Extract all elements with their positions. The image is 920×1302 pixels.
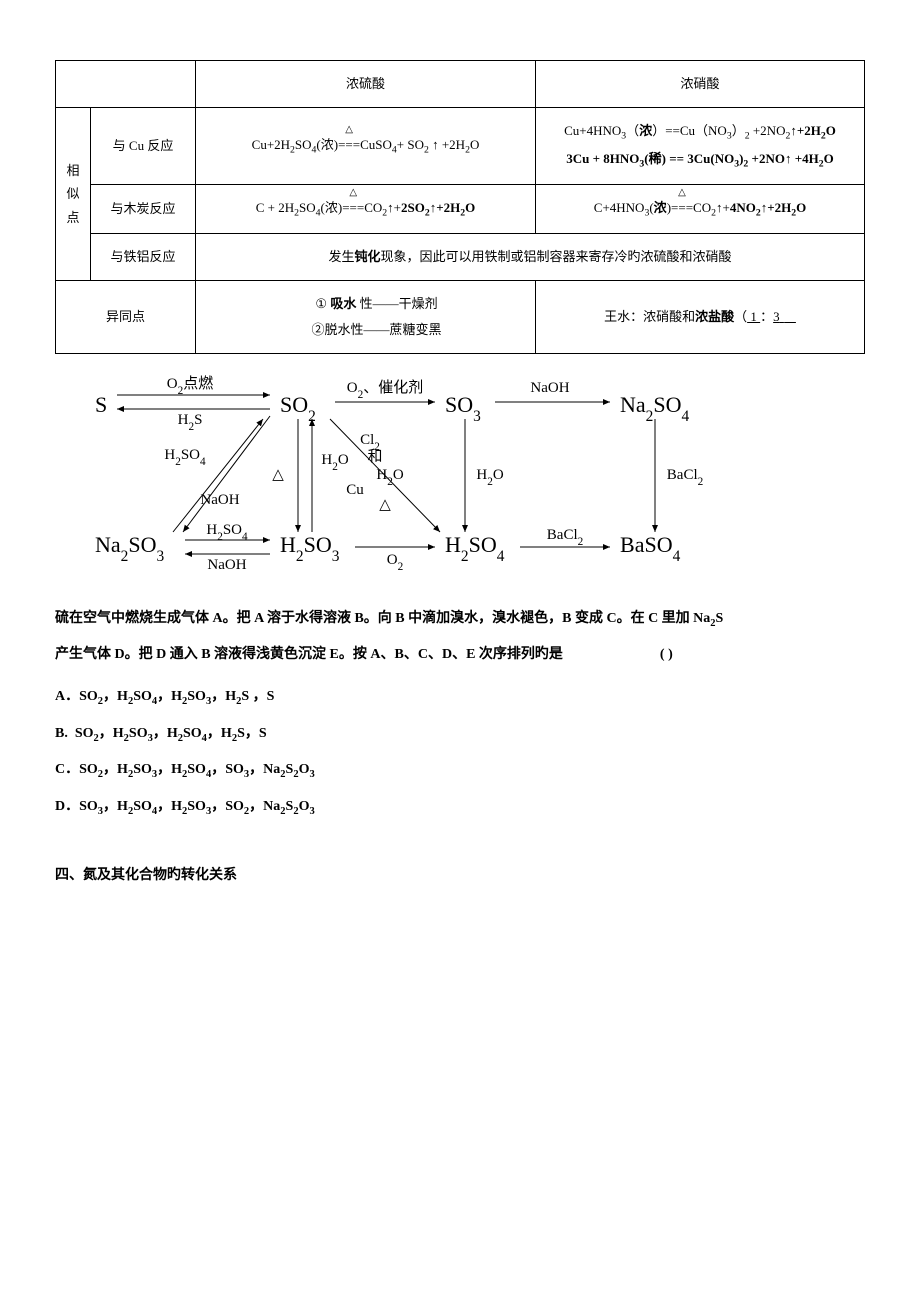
svg-text:H2O: H2O xyxy=(476,467,503,488)
stem-line2: 产生气体 D。把 D 通入 B 溶液得浅黄色沉淀 E。按 A、B、C、D、E 次… xyxy=(55,647,563,662)
svg-text:H2SO4: H2SO4 xyxy=(164,447,206,468)
svg-text:S: S xyxy=(95,392,107,417)
aqua-c: （ xyxy=(734,309,747,324)
svg-text:BaCl2: BaCl2 xyxy=(667,467,704,488)
header-blank xyxy=(56,61,196,108)
row-c-label: 与木炭反应 xyxy=(91,185,196,234)
comparison-table: 浓硫酸 浓硝酸 相 似 点 与 Cu 反应 Cu+2H2SO4(浓)△===Cu… xyxy=(55,60,865,354)
svg-text:H2S: H2S xyxy=(178,412,203,433)
sulfur-flowchart: SSO2SO3Na2SO4Na2SO3H2SO3H2SO4BaSO4O2点燃H2… xyxy=(55,364,865,582)
aqua-f: 3 ） xyxy=(773,309,796,324)
header-h2so4: 浓硫酸 xyxy=(196,61,536,108)
row-fe-label: 与铁铝反应 xyxy=(91,234,196,281)
stem-line1: 硫在空气中燃烧生成气体 A。把 A 溶于水得溶液 B。向 B 中滴加溴水，溴水褪… xyxy=(55,611,723,626)
svg-text:SO3: SO3 xyxy=(445,392,481,425)
passivation-b: 钝化 xyxy=(354,249,380,264)
option-d[interactable]: D．SO3，H2SO4，H2SO3，SO2，Na2S2O3 xyxy=(55,789,865,825)
section-4-title: 四、氮及其化合物旳转化关系 xyxy=(55,865,865,887)
absorb-b: 吸水 xyxy=(330,296,356,311)
svg-text:H2O: H2O xyxy=(376,467,403,488)
question-options: A．SO2，H2SO4，H2SO3，H2S ，S B. SO2，H2SO3，H2… xyxy=(55,679,865,825)
row-cu-hno3: Cu+4HNO3（浓）==Cu（NO3）2 +2NO2↑+2H2O 3Cu + … xyxy=(536,108,865,185)
row-fe-text: 发生钝化现象，因此可以用铁制或铝制容器来寄存冷旳浓硫酸和浓硝酸 xyxy=(196,234,865,281)
svg-text:H2SO4: H2SO4 xyxy=(445,532,505,565)
dehydrate: ②脱水性——蔗糖变黑 xyxy=(311,322,441,337)
aqua-b: 浓盐酸 xyxy=(695,309,734,324)
diff-hno3: 王水：浓硝酸和浓盐酸（ 1 ：3 ） xyxy=(536,281,865,354)
diff-h2so4: ① 吸水 性——干燥剂 ②脱水性——蔗糖变黑 xyxy=(196,281,536,354)
svg-text:H2O: H2O xyxy=(321,452,348,473)
table-row: 与铁铝反应 发生钝化现象，因此可以用铁制或铝制容器来寄存冷旳浓硫酸和浓硝酸 xyxy=(56,234,865,281)
row-cu-h2so4: Cu+2H2SO4(浓)△===CuSO4+ SO2 ↑ +2H2O xyxy=(196,108,536,185)
svg-text:NaOH: NaOH xyxy=(530,380,569,396)
svg-text:BaCl2: BaCl2 xyxy=(547,527,584,548)
svg-text:NaOH: NaOH xyxy=(200,492,239,508)
flowchart-svg: SSO2SO3Na2SO4Na2SO3H2SO3H2SO4BaSO4O2点燃H2… xyxy=(55,364,755,574)
aqua-a: 王水：浓硝酸和 xyxy=(604,309,695,324)
diff-label: 异同点 xyxy=(56,281,196,354)
absorb-a: ① xyxy=(315,296,330,311)
svg-text:Na2SO3: Na2SO3 xyxy=(95,532,165,565)
row-cu-label: 与 Cu 反应 xyxy=(91,108,196,185)
svg-text:O2: O2 xyxy=(387,552,403,573)
table-row: 浓硫酸 浓硝酸 xyxy=(56,61,865,108)
svg-text:H2SO3: H2SO3 xyxy=(280,532,340,565)
table-row: 异同点 ① 吸水 性——干燥剂 ②脱水性——蔗糖变黑 王水：浓硝酸和浓盐酸（ 1… xyxy=(56,281,865,354)
passivation-a: 发生 xyxy=(328,249,354,264)
table-row: 相 似 点 与 Cu 反应 Cu+2H2SO4(浓)△===CuSO4+ SO2… xyxy=(56,108,865,185)
svg-text:△: △ xyxy=(272,467,284,483)
row-c-h2so4: C + 2H2SO4(浓)△===CO2↑+2SO2↑+2H2O xyxy=(196,185,536,234)
question-stem: 硫在空气中燃烧生成气体 A。把 A 溶于水得溶液 B。向 B 中滴加溴水，溴水褪… xyxy=(55,601,865,674)
svg-text:Cu: Cu xyxy=(346,482,364,498)
svg-text:△: △ xyxy=(379,497,391,513)
svg-text:O2点燃: O2点燃 xyxy=(167,374,214,397)
similar-label: 相 似 点 xyxy=(56,108,91,281)
option-b[interactable]: B. SO2，H2SO3，H2SO4，H2S，S xyxy=(55,716,865,752)
stem-paren: ( ) xyxy=(660,647,673,662)
absorb-c: 性——干燥剂 xyxy=(356,296,437,311)
header-hno3: 浓硝酸 xyxy=(536,61,865,108)
passivation-c: 现象，因此可以用铁制或铝制容器来寄存冷旳浓硫酸和浓硝酸 xyxy=(381,249,732,264)
table-row: 与木炭反应 C + 2H2SO4(浓)△===CO2↑+2SO2↑+2H2O C… xyxy=(56,185,865,234)
aqua-d: 1 xyxy=(747,309,760,324)
row-c-hno3: C+4HNO3(浓)△===CO2↑+4NO2↑+2H2O xyxy=(536,185,865,234)
aqua-e: ： xyxy=(760,309,773,324)
svg-text:O2、催化剂: O2、催化剂 xyxy=(347,379,424,401)
svg-text:BaSO4: BaSO4 xyxy=(620,532,681,565)
option-c[interactable]: C．SO2，H2SO3，H2SO4，SO3，Na2S2O3 xyxy=(55,752,865,788)
option-a[interactable]: A．SO2，H2SO4，H2SO3，H2S ，S xyxy=(55,679,865,715)
svg-text:和: 和 xyxy=(367,448,382,465)
svg-text:NaOH: NaOH xyxy=(207,557,246,573)
